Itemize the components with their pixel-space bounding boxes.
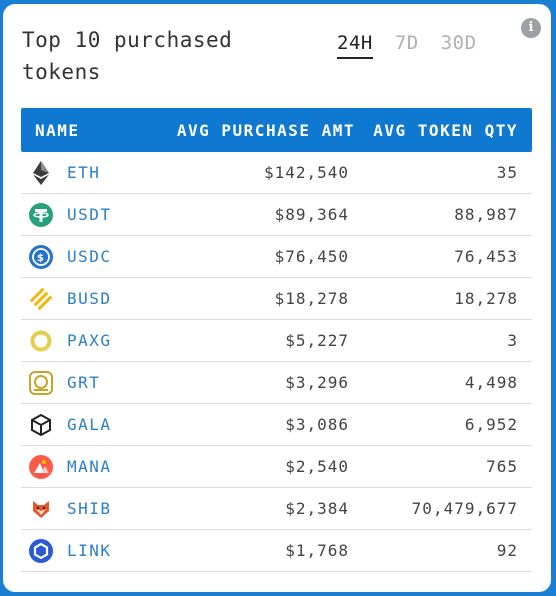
table-row[interactable]: BUSD $18,278 18,278 <box>21 278 532 320</box>
busd-icon <box>29 287 53 311</box>
avg-token-qty: 35 <box>496 163 518 182</box>
usdt-icon <box>29 202 53 227</box>
table-row[interactable]: LINK $1,768 92 <box>21 530 532 572</box>
avg-token-qty: 76,453 <box>454 247 518 266</box>
tab-7d[interactable]: 7D <box>394 32 419 54</box>
token-name-cell: $ USDC <box>29 244 129 269</box>
avg-token-qty: 4,498 <box>464 373 518 392</box>
link-icon <box>29 538 53 563</box>
token-symbol[interactable]: ETH <box>67 163 101 182</box>
table-row[interactable]: MANA $2,540 765 <box>21 446 532 488</box>
tokens-table: NAME AVG PURCHASE AMT AVG TOKEN QTY ETH … <box>21 108 532 572</box>
table-header: NAME AVG PURCHASE AMT AVG TOKEN QTY <box>21 108 532 152</box>
token-symbol[interactable]: GRT <box>67 373 101 392</box>
gala-icon <box>29 413 53 437</box>
table-row[interactable]: USDT $89,364 88,987 <box>21 194 532 236</box>
token-name-cell: SHIB <box>29 497 129 521</box>
top-tokens-card: i Top 10 purchased tokens 24H 7D 30D NAM… <box>3 4 551 592</box>
avg-purchase-amount: $76,450 <box>274 247 349 266</box>
avg-purchase-amount: $18,278 <box>274 289 349 308</box>
avg-token-qty: 6,952 <box>464 415 518 434</box>
token-name-cell: BUSD <box>29 287 129 311</box>
token-symbol[interactable]: PAXG <box>67 331 112 350</box>
table-row[interactable]: SHIB $2,384 70,479,677 <box>21 488 532 530</box>
avg-token-qty: 3 <box>507 331 518 350</box>
avg-purchase-amount: $89,364 <box>274 205 349 224</box>
avg-purchase-amount: $3,086 <box>285 415 349 434</box>
svg-text:$: $ <box>37 253 45 264</box>
avg-token-qty: 18,278 <box>454 289 518 308</box>
avg-purchase-amount: $142,540 <box>263 163 349 182</box>
avg-token-qty: 765 <box>486 457 518 476</box>
table-row[interactable]: GRT $3,296 4,498 <box>21 362 532 404</box>
tab-24h[interactable]: 24H <box>337 31 373 59</box>
token-name-cell: USDT <box>29 202 129 227</box>
table-row[interactable]: GALA $3,086 6,952 <box>21 404 532 446</box>
token-name-cell: MANA <box>29 454 129 479</box>
token-name-cell: GRT <box>29 370 129 395</box>
table-row[interactable]: ETH $142,540 35 <box>21 152 532 194</box>
column-header-amount[interactable]: AVG PURCHASE AMT <box>176 120 355 140</box>
shib-icon <box>29 497 53 521</box>
avg-token-qty: 70,479,677 <box>411 499 518 518</box>
grt-icon <box>29 370 53 395</box>
avg-purchase-amount: $3,296 <box>285 373 349 392</box>
avg-purchase-amount: $2,384 <box>285 499 349 518</box>
token-symbol[interactable]: USDC <box>67 247 112 266</box>
token-symbol[interactable]: LINK <box>67 541 112 560</box>
token-name-cell: PAXG <box>29 329 129 353</box>
token-symbol[interactable]: SHIB <box>67 499 112 518</box>
tab-30d[interactable]: 30D <box>440 32 477 54</box>
paxg-icon <box>29 329 53 353</box>
column-header-name[interactable]: NAME <box>35 120 80 140</box>
card-title: Top 10 purchased tokens <box>22 28 233 84</box>
token-name-cell: GALA <box>29 413 129 437</box>
table-body: ETH $142,540 35 USDT $89,364 88,987 $ US… <box>21 152 532 572</box>
token-symbol[interactable]: MANA <box>67 457 112 476</box>
table-row[interactable]: $ USDC $76,450 76,453 <box>21 236 532 278</box>
mana-icon <box>29 454 53 479</box>
avg-token-qty: 88,987 <box>454 205 518 224</box>
token-symbol[interactable]: USDT <box>67 205 112 224</box>
table-row[interactable]: PAXG $5,227 3 <box>21 320 532 362</box>
column-header-qty[interactable]: AVG TOKEN QTY <box>373 120 518 140</box>
usdc-icon: $ <box>29 244 53 269</box>
eth-icon <box>29 160 53 185</box>
token-symbol[interactable]: BUSD <box>67 289 112 308</box>
avg-purchase-amount: $2,540 <box>285 457 349 476</box>
token-name-cell: ETH <box>29 160 129 185</box>
token-name-cell: LINK <box>29 538 129 563</box>
avg-purchase-amount: $5,227 <box>285 331 349 350</box>
avg-token-qty: 92 <box>496 541 518 560</box>
token-symbol[interactable]: GALA <box>67 415 112 434</box>
avg-purchase-amount: $1,768 <box>285 541 349 560</box>
info-icon[interactable]: i <box>521 18 541 38</box>
time-range-tabs: 24H 7D 30D <box>337 31 499 59</box>
